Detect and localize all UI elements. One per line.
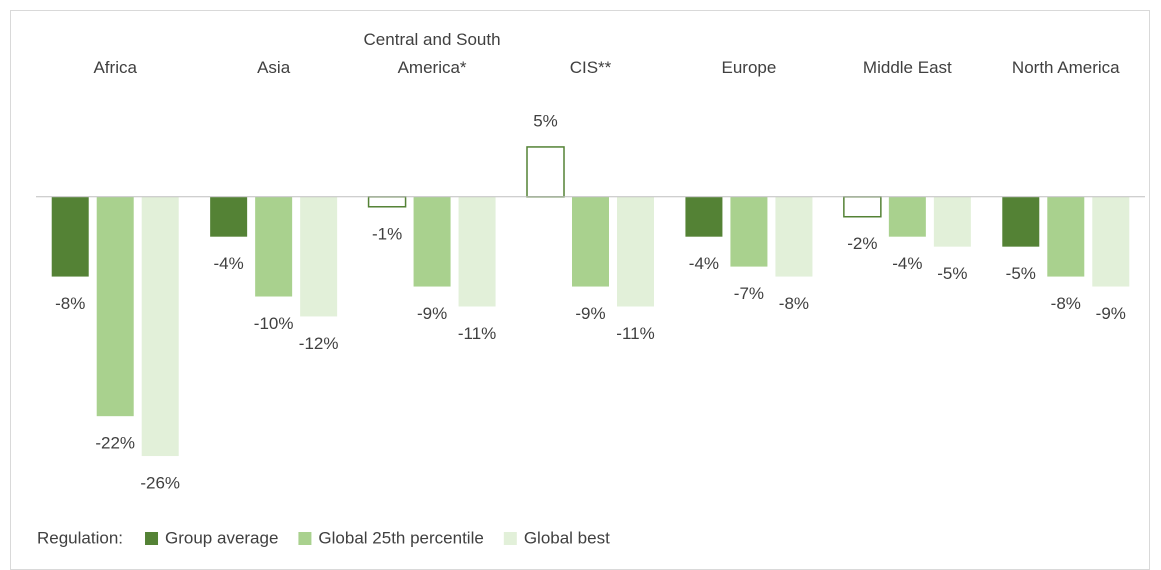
page: Regulation: -8% -4% -1% 5% -4% -2% -5% -22% -10%… (10, 10, 1150, 570)
data-label: -8% (55, 294, 85, 313)
legend-title: Regulation: (37, 528, 123, 547)
bar (775, 196, 813, 277)
bar (413, 196, 451, 287)
data-label: -9% (1096, 304, 1126, 323)
category-label: Asia (257, 58, 291, 77)
bar (526, 146, 565, 198)
bar (617, 196, 654, 307)
bar (888, 196, 926, 237)
bar (572, 196, 609, 287)
category-label: Central and South America* (363, 30, 501, 77)
data-label: -9% (575, 304, 605, 323)
bar (1002, 196, 1040, 247)
data-label: -5% (937, 264, 967, 283)
data-label: -1% (372, 224, 402, 243)
data-label: -11% (458, 324, 496, 343)
legend-swatch (298, 532, 312, 545)
bar (141, 196, 179, 457)
category-label: North America (1011, 58, 1120, 77)
chart: Regulation: -8% -4% -1% 5% -4% -2% -5% -22% -10%… (36, 111, 1145, 547)
data-label: -7% (734, 284, 764, 303)
bar (300, 196, 338, 317)
bar (96, 196, 134, 417)
data-label: -8% (1051, 294, 1081, 313)
data-label: -4% (892, 254, 922, 273)
data-label: -4% (214, 254, 244, 273)
legend-swatch (145, 532, 159, 545)
legend-label: Global best (524, 528, 610, 547)
bar (1047, 196, 1085, 277)
data-label: -9% (417, 304, 447, 323)
data-label: -11% (616, 324, 654, 343)
legend-swatch (503, 532, 517, 545)
bar (458, 196, 496, 307)
bar (1092, 196, 1130, 287)
category-label: Europe (721, 58, 777, 77)
data-label: -5% (1006, 264, 1036, 283)
bar (51, 196, 89, 277)
bar (367, 196, 407, 208)
bar (933, 196, 971, 247)
legend-label: Global 25th percentile (318, 528, 483, 547)
data-label: -26% (140, 474, 180, 493)
bar (255, 196, 293, 297)
data-label: 5% (533, 111, 558, 130)
bar (685, 196, 723, 237)
bar (730, 196, 768, 267)
data-label: -12% (299, 334, 339, 353)
data-label: -4% (689, 254, 719, 273)
category-label: Africa (93, 58, 137, 77)
bar (843, 196, 882, 218)
bar (210, 196, 248, 237)
data-label: -22% (95, 434, 135, 453)
category-label: CIS** (569, 58, 612, 77)
data-label: -2% (847, 234, 877, 253)
data-label: -8% (779, 294, 809, 313)
category-label: Middle East (862, 58, 952, 77)
legend-label: Group average (165, 528, 278, 547)
data-label: -10% (254, 314, 294, 333)
